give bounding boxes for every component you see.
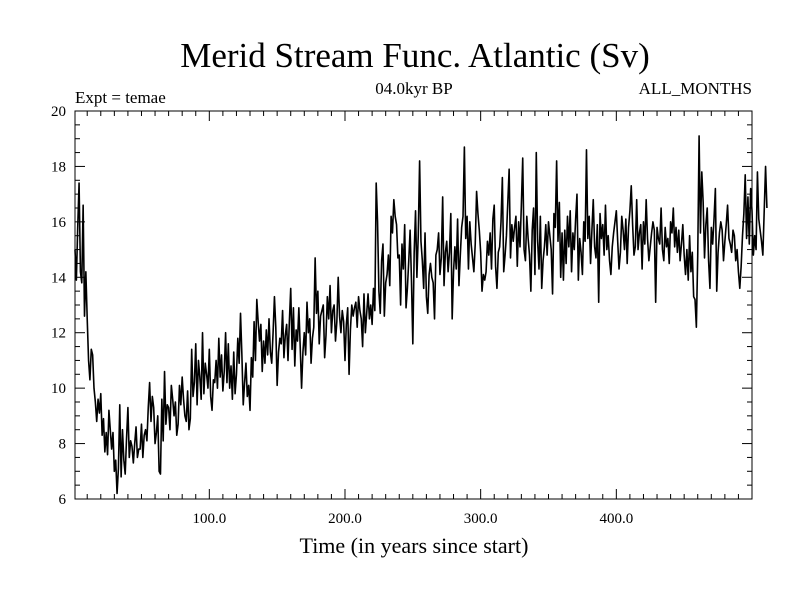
series-group (74, 135, 768, 495)
y-tick-label: 20 (51, 104, 66, 120)
axis-ticks: 6 8 10 12 14 16 18 20 100.0 200.0 300.0 400.0 (51, 104, 753, 527)
x-tick-label: 200.0 (328, 511, 362, 527)
y-tick-label: 10 (51, 381, 66, 397)
y-tick-label: 16 (51, 215, 67, 231)
months-label: ALL_MONTHS (639, 79, 752, 98)
plot-frame (74, 110, 753, 500)
y-tick-label: 18 (51, 159, 66, 175)
y-tick-label: 8 (59, 437, 67, 453)
y-tick-label: 6 (59, 492, 67, 508)
y-tick-label: 12 (51, 326, 66, 342)
chart-title: Merid Stream Func. Atlantic (Sv) (180, 36, 650, 75)
series-line (74, 135, 768, 495)
x-tick-label: 100.0 (192, 511, 226, 527)
x-tick-label: 400.0 (599, 511, 633, 527)
x-axis-label: Time (in years since start) (300, 533, 529, 558)
x-tick-label: 300.0 (464, 511, 498, 527)
y-tick-label: 14 (51, 270, 67, 286)
period-label: 04.0kyr BP (375, 79, 452, 98)
experiment-label: Expt = temae (75, 88, 166, 107)
